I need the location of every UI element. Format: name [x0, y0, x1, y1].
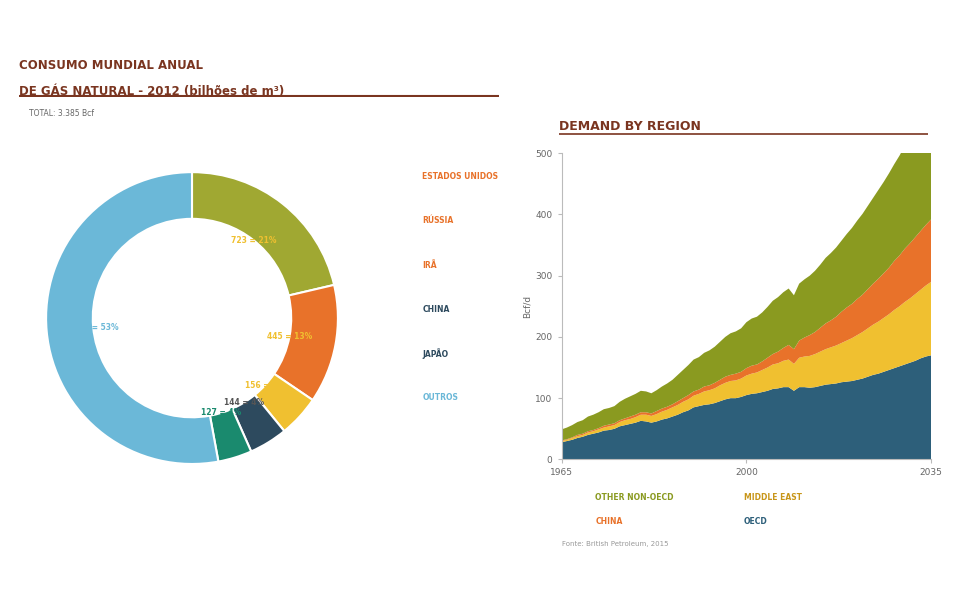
Text: CHINA: CHINA: [422, 305, 450, 314]
Text: 445 = 13%: 445 = 13%: [267, 332, 312, 340]
Text: 723 = 21%: 723 = 21%: [231, 236, 276, 245]
Wedge shape: [232, 395, 284, 451]
Text: MIDDLE EAST: MIDDLE EAST: [744, 493, 802, 502]
Text: OUTROS: OUTROS: [422, 393, 458, 402]
Text: Fonte: British Petroleum, 2015: Fonte: British Petroleum, 2015: [562, 541, 668, 547]
Text: OECD: OECD: [744, 517, 768, 526]
Wedge shape: [254, 374, 313, 431]
Text: 127 = 4%: 127 = 4%: [202, 408, 241, 418]
Text: ESTADOS UNIDOS: ESTADOS UNIDOS: [422, 172, 498, 181]
Wedge shape: [46, 172, 218, 464]
Text: JAPÃO: JAPÃO: [422, 348, 448, 359]
Text: DEMAND BY REGION: DEMAND BY REGION: [559, 120, 701, 133]
Y-axis label: Bcf/d: Bcf/d: [522, 294, 531, 318]
Text: TOTAL: 3.385 Bcf: TOTAL: 3.385 Bcf: [29, 109, 94, 118]
Text: DE GÁS NATURAL - 2012 (bilhões de m³): DE GÁS NATURAL - 2012 (bilhões de m³): [19, 85, 284, 98]
Text: CHINA: CHINA: [595, 517, 623, 526]
Text: 144 = 4%: 144 = 4%: [224, 398, 264, 407]
Wedge shape: [275, 285, 338, 400]
Text: CONSUMO MUNDIAL ANUAL: CONSUMO MUNDIAL ANUAL: [19, 59, 204, 72]
Text: 156 = 5%: 156 = 5%: [245, 380, 285, 389]
Wedge shape: [210, 409, 252, 462]
Text: RÚSSIA: RÚSSIA: [422, 216, 454, 226]
Text: 1791 = 53%: 1791 = 53%: [68, 323, 118, 332]
Text: OTHER NON-OECD: OTHER NON-OECD: [595, 493, 674, 502]
Text: IRÃ: IRÃ: [422, 260, 437, 270]
Wedge shape: [192, 172, 334, 296]
